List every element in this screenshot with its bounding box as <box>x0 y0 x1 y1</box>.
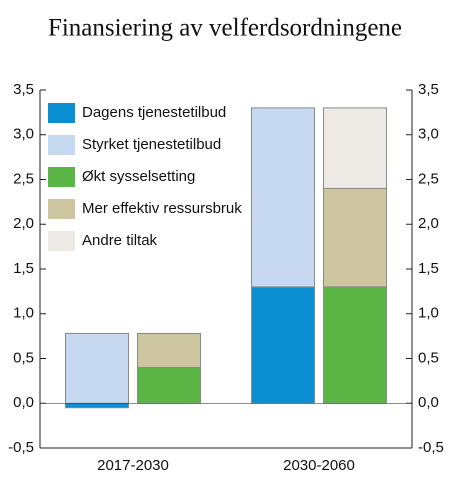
y-tick-label: -0,5 <box>8 439 34 456</box>
y-tick-label: 3,5 <box>13 81 34 98</box>
bar-segment <box>323 286 387 404</box>
bar-segment <box>137 366 201 404</box>
bar-segment <box>65 402 129 409</box>
legend-swatch <box>48 135 75 155</box>
legend-swatch <box>48 103 75 123</box>
y2-tick-label: 3,0 <box>418 126 439 143</box>
y2-tick-label: 1,0 <box>418 305 439 322</box>
bar-segment <box>251 286 315 404</box>
y-tick-label: 0,5 <box>13 349 34 366</box>
y2-tick-label: 1,5 <box>418 260 439 277</box>
legend-swatch <box>48 167 75 187</box>
bar-segment <box>323 187 387 288</box>
x-tick-label: 2017-2030 <box>97 457 169 474</box>
y-tick-label: 2,5 <box>13 170 34 187</box>
y-tick-label: 1,5 <box>13 260 34 277</box>
bar-segment <box>323 107 387 189</box>
legend-label: Styrket tjenestetilbud <box>82 136 221 153</box>
y2-tick-label: 2,5 <box>418 170 439 187</box>
y-tick-label: 2,0 <box>13 215 34 232</box>
bar-segment <box>137 332 201 368</box>
bar-segment <box>65 332 129 404</box>
y-tick-label: 1,0 <box>13 305 34 322</box>
legend-swatch <box>48 231 75 251</box>
chart-title: Finansiering av velferdsordningene <box>48 15 402 42</box>
bar-segment <box>251 107 315 288</box>
legend-swatch <box>48 199 75 219</box>
y-tick-label: 3,0 <box>13 126 34 143</box>
legend-label: Dagens tjenestetilbud <box>82 104 226 121</box>
legend-label: Økt sysselsetting <box>82 168 195 185</box>
y-tick-label: 0,0 <box>13 394 34 411</box>
x-tick-label: 2030-2060 <box>283 457 355 474</box>
y2-tick-label: 0,0 <box>418 394 439 411</box>
legend-label: Mer effektiv ressursbruk <box>82 200 242 217</box>
y2-tick-label: -0,5 <box>418 439 444 456</box>
y2-tick-label: 2,0 <box>418 215 439 232</box>
legend-label: Andre tiltak <box>82 232 158 249</box>
y2-tick-label: 0,5 <box>418 349 439 366</box>
y2-tick-label: 3,5 <box>418 81 439 98</box>
